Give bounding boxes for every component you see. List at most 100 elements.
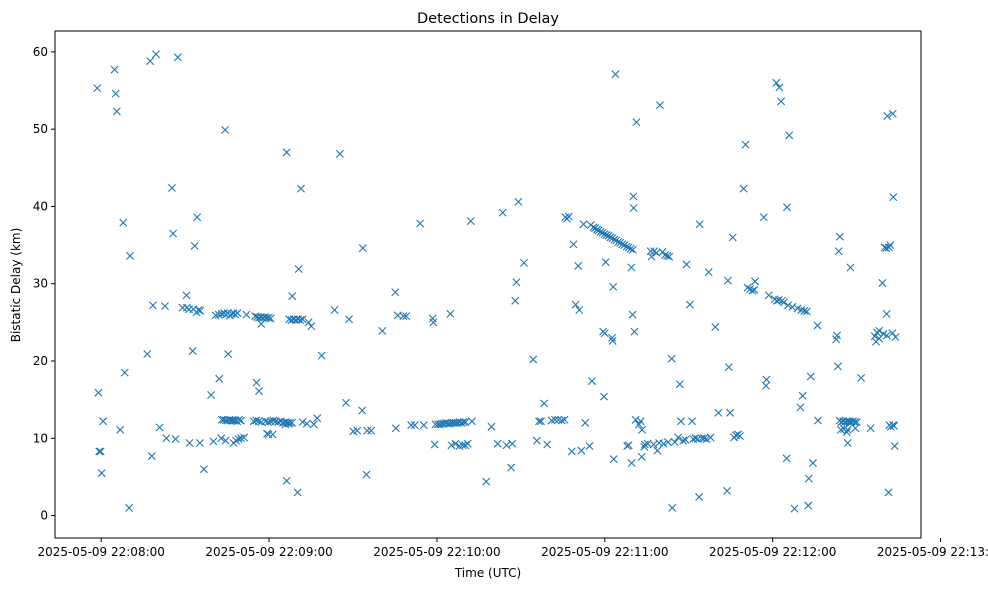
- data-point: [269, 416, 278, 425]
- data-point: [493, 439, 502, 448]
- data-point: [785, 131, 794, 140]
- data-point: [889, 421, 898, 430]
- y-tick-label: 0: [40, 509, 48, 523]
- data-point: [466, 217, 475, 226]
- data-point: [663, 251, 672, 260]
- data-point: [125, 251, 134, 260]
- data-point: [362, 470, 371, 479]
- data-point: [609, 282, 618, 291]
- data-point: [410, 421, 419, 430]
- data-point: [282, 476, 291, 485]
- y-tick-label: 50: [33, 122, 48, 136]
- data-point: [419, 421, 428, 430]
- data-point: [309, 420, 318, 429]
- data-point: [233, 309, 242, 318]
- y-tick-label: 30: [33, 277, 48, 291]
- data-point: [512, 278, 521, 287]
- data-point: [407, 421, 416, 430]
- data-point: [814, 416, 823, 425]
- data-point: [173, 53, 182, 62]
- data-point: [608, 336, 617, 345]
- y-tick-label: 20: [33, 354, 48, 368]
- data-point: [162, 434, 171, 443]
- data-point: [782, 454, 791, 463]
- data-point: [498, 208, 507, 217]
- data-point: [739, 184, 748, 193]
- data-point: [774, 295, 783, 304]
- data-point: [836, 425, 845, 434]
- chart-title: Detections in Delay: [417, 11, 559, 27]
- data-point: [507, 463, 516, 472]
- data-point: [640, 440, 649, 449]
- data-point: [764, 291, 773, 300]
- data-point: [681, 435, 690, 444]
- data-point: [284, 419, 293, 428]
- data-point: [391, 424, 400, 433]
- x-tick-label: 2025-05-09 22:12:00: [709, 545, 836, 559]
- data-point: [629, 192, 638, 201]
- data-point: [540, 399, 549, 408]
- data-point: [467, 417, 476, 426]
- data-point: [196, 306, 205, 315]
- data-point: [888, 329, 897, 338]
- data-point: [875, 326, 884, 335]
- data-point: [455, 418, 464, 427]
- data-point: [585, 442, 594, 451]
- data-point: [614, 238, 623, 246]
- data-point: [835, 232, 844, 241]
- data-point: [96, 447, 105, 456]
- data-point: [667, 354, 676, 363]
- data-point: [266, 314, 275, 323]
- data-point: [574, 261, 583, 270]
- data-point: [264, 418, 273, 427]
- data-point: [211, 311, 220, 320]
- data-point: [759, 213, 768, 222]
- data-point: [846, 263, 855, 272]
- data-point: [777, 97, 786, 106]
- data-point: [185, 438, 194, 447]
- data-point: [751, 277, 760, 286]
- data-point: [446, 309, 455, 318]
- data-point: [878, 278, 887, 287]
- data-point: [209, 437, 218, 446]
- data-point: [294, 265, 303, 274]
- data-point: [813, 321, 822, 330]
- data-point: [190, 241, 199, 250]
- data-point: [628, 310, 637, 319]
- data-point: [711, 323, 720, 331]
- data-point: [600, 329, 609, 338]
- data-point: [147, 452, 156, 461]
- data-point: [647, 252, 656, 261]
- data-point: [257, 319, 266, 328]
- data-point: [335, 149, 344, 158]
- data-point: [888, 109, 897, 118]
- data-point: [567, 447, 576, 456]
- data-point: [750, 285, 759, 294]
- data-point: [842, 428, 851, 437]
- x-tick-label: 2025-05-09 22:10:00: [373, 545, 500, 559]
- data-point: [193, 213, 202, 222]
- data-point: [537, 417, 546, 426]
- data-point: [804, 474, 813, 483]
- data-point: [451, 439, 460, 448]
- data-point: [532, 436, 541, 445]
- data-point: [514, 197, 523, 206]
- data-markers: [93, 50, 900, 513]
- y-tick-label: 60: [33, 45, 48, 59]
- data-point: [741, 140, 750, 149]
- data-point: [519, 258, 528, 267]
- data-point: [714, 408, 723, 417]
- data-point: [784, 301, 793, 310]
- data-point: [282, 148, 291, 157]
- data-point: [660, 251, 669, 260]
- data-point: [630, 327, 639, 336]
- data-point: [487, 422, 496, 431]
- x-axis-ticks: 2025-05-09 22:08:00 2025-05-09 22:09:00 20…: [37, 538, 988, 559]
- data-point: [589, 223, 598, 232]
- data-point: [402, 312, 411, 321]
- data-point: [627, 263, 636, 272]
- data-point: [160, 302, 169, 311]
- data-point: [298, 418, 307, 427]
- data-point: [391, 288, 400, 297]
- data-point: [302, 419, 311, 428]
